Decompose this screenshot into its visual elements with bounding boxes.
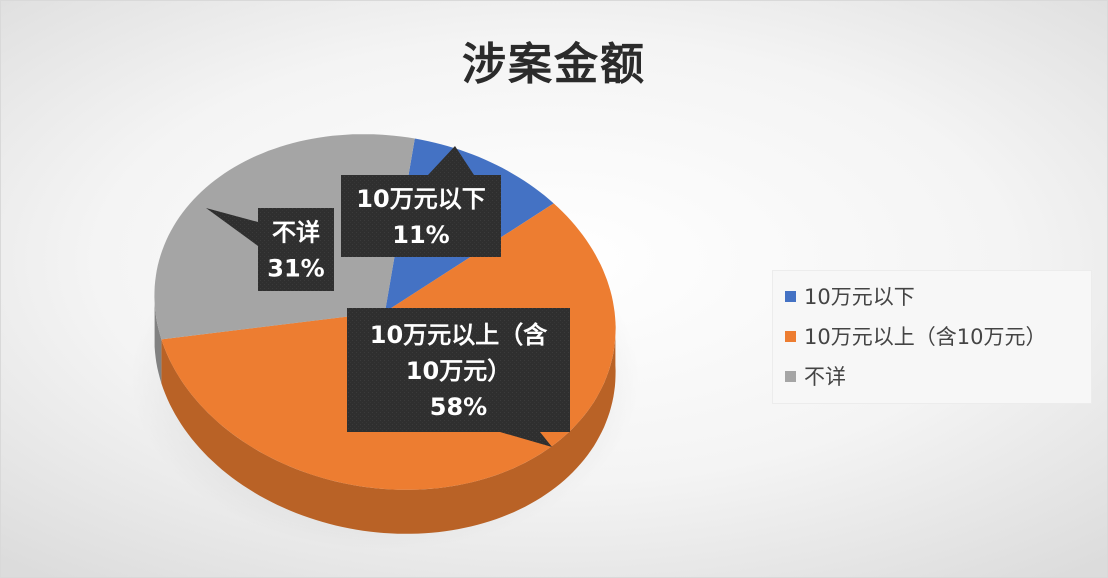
- pie-side-above-100k: [161, 321, 616, 534]
- chart-title: 涉案金额: [462, 39, 646, 90]
- data-label-box: [258, 208, 334, 291]
- data-label-pointer: [206, 208, 258, 246]
- data-label-box: [341, 175, 501, 257]
- data-label-above-100k: 10万元以上（含 10万元） 58%: [347, 308, 570, 447]
- pie-callouts: 10万元以下 11% 10万元以上（含 10万元） 58% 不详 31%: [206, 146, 570, 447]
- data-label-text: 58%: [430, 393, 487, 421]
- data-label-text: 31%: [267, 255, 324, 283]
- data-label-text: 10万元以下: [356, 185, 485, 213]
- data-label-box: [347, 308, 570, 432]
- legend-item-below-100k: 10万元以下: [785, 281, 915, 311]
- legend-item-unknown: 不详: [785, 361, 846, 391]
- legend-item-above-100k: 10万元以上（含10万元）: [785, 321, 1046, 351]
- data-label-text: 11%: [392, 221, 449, 249]
- legend-label: 10万元以下: [804, 285, 915, 309]
- legend: 10万元以下 10万元以上（含10万元） 不详: [772, 270, 1092, 404]
- legend-label: 10万元以上（含10万元）: [804, 325, 1047, 349]
- pie-side-unknown: [154, 302, 162, 384]
- data-label-text: 10万元以上（含: [370, 321, 548, 349]
- data-label-pointer: [500, 432, 552, 447]
- data-label-pointer: [428, 146, 474, 175]
- data-label-text: 10万元）: [406, 357, 511, 385]
- legend-label: 不详: [804, 365, 846, 389]
- legend-swatch: [785, 290, 796, 302]
- data-label-below-100k: 10万元以下 11%: [341, 146, 501, 257]
- legend-swatch: [785, 370, 796, 382]
- data-label-unknown: 不详 31%: [206, 208, 334, 291]
- pie-sides: [154, 302, 616, 534]
- legend-swatch: [785, 330, 796, 342]
- data-label-text: 不详: [272, 219, 320, 247]
